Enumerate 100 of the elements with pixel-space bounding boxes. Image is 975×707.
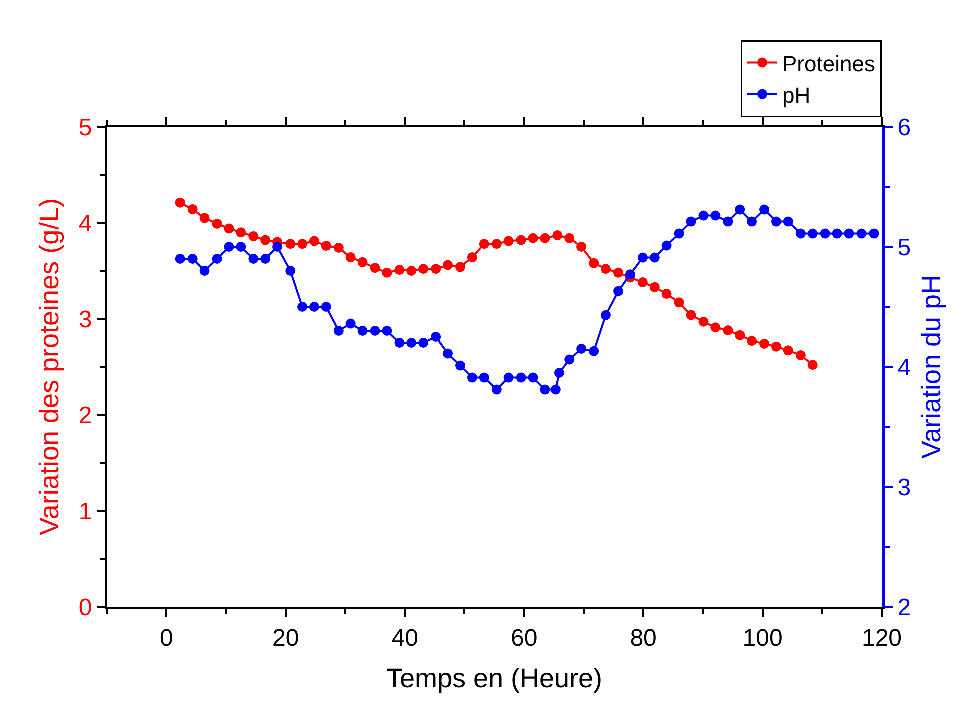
point bbox=[576, 242, 587, 252]
point bbox=[589, 258, 600, 268]
point bbox=[334, 326, 344, 336]
point bbox=[735, 330, 746, 340]
point bbox=[698, 210, 709, 221]
point bbox=[224, 224, 234, 234]
point bbox=[443, 260, 453, 270]
point bbox=[346, 318, 356, 329]
legend-label: pH bbox=[782, 82, 811, 108]
point bbox=[406, 338, 417, 348]
x-tick-label: 40 bbox=[392, 624, 418, 652]
x-tick-label: 0 bbox=[160, 624, 174, 652]
point bbox=[710, 322, 721, 333]
point bbox=[540, 384, 550, 395]
point bbox=[370, 263, 380, 274]
point bbox=[550, 384, 561, 395]
point bbox=[260, 235, 271, 246]
x-tick-label: 100 bbox=[742, 624, 783, 652]
point bbox=[382, 268, 392, 278]
point bbox=[406, 266, 417, 276]
point bbox=[735, 204, 746, 215]
point bbox=[686, 310, 696, 320]
point bbox=[674, 298, 684, 308]
point bbox=[783, 346, 794, 356]
point bbox=[650, 282, 660, 292]
point bbox=[248, 231, 259, 242]
point bbox=[309, 302, 320, 312]
point bbox=[188, 204, 198, 215]
point bbox=[564, 354, 575, 365]
point bbox=[431, 264, 442, 274]
point bbox=[272, 242, 282, 252]
point bbox=[370, 326, 380, 336]
y2-tick-label: 3 bbox=[898, 474, 912, 502]
y2-tick-label: 5 bbox=[898, 234, 912, 262]
point bbox=[844, 228, 854, 239]
point bbox=[418, 338, 429, 348]
point bbox=[200, 266, 210, 276]
x-axis-title: Temps en (Heure) bbox=[386, 664, 603, 694]
point bbox=[516, 372, 526, 383]
point bbox=[492, 239, 502, 250]
point bbox=[479, 239, 490, 250]
point bbox=[248, 254, 259, 264]
point bbox=[467, 252, 478, 263]
point bbox=[492, 384, 502, 395]
point bbox=[614, 268, 624, 278]
point bbox=[479, 372, 490, 383]
x-tick-label: 80 bbox=[630, 624, 657, 652]
point bbox=[600, 264, 611, 274]
point bbox=[236, 242, 246, 252]
point bbox=[309, 236, 320, 246]
point bbox=[443, 348, 453, 359]
point bbox=[625, 270, 636, 280]
point bbox=[224, 242, 234, 252]
x-tick-label: 60 bbox=[510, 624, 538, 652]
point bbox=[321, 241, 332, 252]
point bbox=[552, 230, 563, 240]
point bbox=[382, 326, 392, 336]
point bbox=[394, 338, 405, 348]
y2-axis-title: Variation du pH bbox=[916, 274, 947, 460]
point bbox=[576, 344, 587, 354]
point bbox=[528, 233, 538, 244]
point bbox=[260, 254, 271, 264]
point bbox=[723, 326, 734, 336]
point bbox=[638, 278, 648, 288]
point bbox=[456, 262, 466, 272]
y-tick-label: 2 bbox=[78, 402, 92, 430]
point bbox=[600, 310, 611, 320]
point bbox=[298, 302, 308, 312]
point bbox=[674, 228, 684, 239]
point bbox=[796, 228, 806, 239]
y-tick-label: 1 bbox=[78, 498, 92, 526]
point bbox=[760, 204, 770, 215]
point bbox=[504, 236, 514, 246]
point bbox=[747, 216, 758, 227]
point bbox=[662, 240, 672, 251]
y-axis-title: Variation des proteines (g/L) bbox=[34, 198, 64, 536]
y2-tick-label: 4 bbox=[898, 354, 912, 382]
point bbox=[832, 228, 842, 239]
point bbox=[662, 289, 672, 300]
point bbox=[856, 228, 867, 239]
point bbox=[747, 336, 758, 346]
point bbox=[686, 216, 696, 227]
point bbox=[516, 235, 526, 246]
point bbox=[771, 342, 782, 352]
point bbox=[650, 252, 660, 263]
point bbox=[175, 254, 186, 264]
y2-tick-label: 6 bbox=[898, 114, 912, 142]
y2-tick-label: 2 bbox=[898, 594, 912, 622]
point bbox=[334, 242, 344, 253]
point bbox=[820, 228, 830, 239]
point bbox=[286, 266, 296, 276]
point bbox=[638, 252, 648, 263]
point bbox=[358, 257, 368, 268]
point bbox=[760, 338, 770, 349]
point bbox=[589, 346, 600, 356]
legend-label: Proteines bbox=[782, 51, 876, 76]
point bbox=[710, 210, 721, 221]
point bbox=[808, 228, 818, 239]
point bbox=[554, 368, 564, 378]
point bbox=[869, 228, 880, 239]
